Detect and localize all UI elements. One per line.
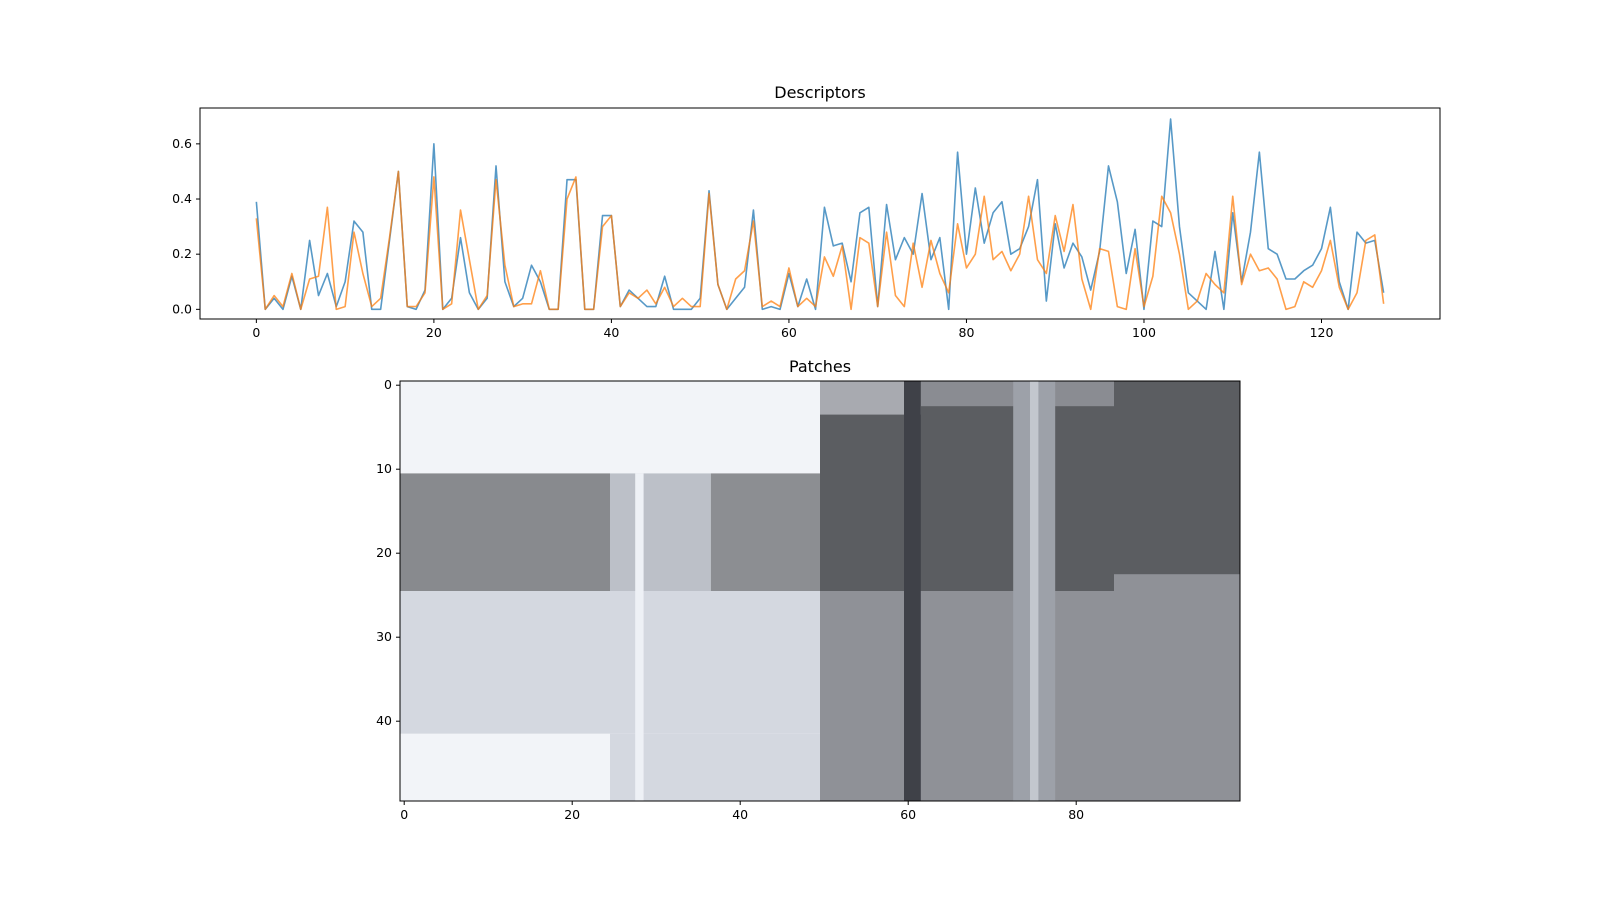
patch-region xyxy=(610,473,711,591)
patch-region xyxy=(400,473,610,591)
patches-title: Patches xyxy=(789,357,851,376)
patch-region xyxy=(610,733,820,801)
patch-region xyxy=(1114,574,1240,801)
x-tick-label: 60 xyxy=(900,807,916,822)
x-tick-label: 80 xyxy=(959,325,975,340)
descriptors-axes-frame xyxy=(199,107,1441,320)
patches-x-axis: 0 20 40 60 80 xyxy=(400,801,1084,822)
y-tick-label: 20 xyxy=(376,545,392,560)
y-tick-label: 10 xyxy=(376,461,392,476)
x-tick-label: 40 xyxy=(732,807,748,822)
y-tick-label: 30 xyxy=(376,629,392,644)
patch-region xyxy=(904,381,921,801)
x-tick-label: 20 xyxy=(426,325,442,340)
patch-region xyxy=(1030,381,1039,801)
patch-region xyxy=(400,733,610,801)
patch-region xyxy=(635,473,644,801)
y-tick-label: 40 xyxy=(376,713,392,728)
patch-region xyxy=(710,473,820,591)
x-tick-label: 40 xyxy=(603,325,619,340)
patches-image xyxy=(400,381,1240,801)
y-tick-label: 0.4 xyxy=(172,191,192,206)
x-tick-label: 20 xyxy=(564,807,580,822)
x-tick-label: 80 xyxy=(1068,807,1084,822)
x-tick-label: 60 xyxy=(781,325,797,340)
patch-region xyxy=(400,381,820,474)
x-tick-label: 0 xyxy=(252,325,260,340)
descriptors-line-chart: Descriptors 0 20 40 60 80 100 120 0.0 0.2 0.4 0.6 xyxy=(172,83,1441,340)
line-series-group xyxy=(255,118,1385,311)
descriptors-x-axis: 0 20 40 60 80 100 120 xyxy=(252,319,1333,340)
y-tick-label: 0.0 xyxy=(172,301,192,316)
descriptor-series-2 xyxy=(255,170,1385,311)
x-tick-label: 120 xyxy=(1310,325,1334,340)
x-tick-label: 100 xyxy=(1132,325,1156,340)
patches-y-axis: 0 10 20 30 40 xyxy=(376,377,400,728)
descriptors-title: Descriptors xyxy=(774,83,865,102)
patches-axes-frame xyxy=(399,380,1241,802)
y-tick-label: 0 xyxy=(384,377,392,392)
patches-image-chart: Patches 0 20 40 60 80 0 10 20 30 40 xyxy=(376,357,1241,822)
y-tick-label: 0.6 xyxy=(172,136,192,151)
x-tick-label: 0 xyxy=(400,807,408,822)
y-tick-label: 0.2 xyxy=(172,246,192,261)
patch-region xyxy=(400,591,820,734)
patch-region xyxy=(1114,381,1240,575)
descriptors-y-axis: 0.0 0.2 0.4 0.6 xyxy=(172,136,200,316)
